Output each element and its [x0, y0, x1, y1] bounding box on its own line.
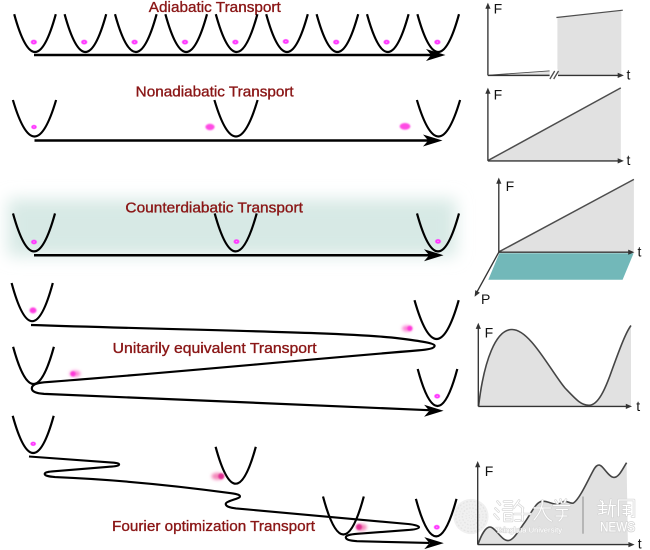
svg-text:Counterdiabatic Transport: Counterdiabatic Transport — [125, 200, 303, 216]
svg-text:Unitarily equivalent Transport: Unitarily equivalent Transport — [113, 341, 317, 357]
svg-text:F: F — [485, 325, 494, 341]
svg-text:Fourier optimization Transport: Fourier optimization Transport — [112, 519, 315, 535]
svg-text:F: F — [494, 0, 503, 16]
svg-text:F: F — [506, 178, 515, 194]
svg-text:t: t — [627, 67, 631, 83]
svg-text:P: P — [481, 291, 490, 307]
svg-text:Adiabatic Transport: Adiabatic Transport — [149, 0, 281, 16]
svg-text:t: t — [636, 398, 640, 414]
svg-text:F: F — [485, 463, 494, 479]
svg-text:t: t — [638, 536, 642, 550]
svg-text:Tsinghua University: Tsinghua University — [496, 526, 562, 535]
svg-text:NEWS: NEWS — [600, 520, 635, 535]
svg-text:F: F — [494, 87, 503, 103]
svg-text:t: t — [627, 152, 631, 168]
svg-text:t: t — [638, 244, 642, 260]
svg-text:Nonadiabatic Transport: Nonadiabatic Transport — [136, 84, 294, 100]
